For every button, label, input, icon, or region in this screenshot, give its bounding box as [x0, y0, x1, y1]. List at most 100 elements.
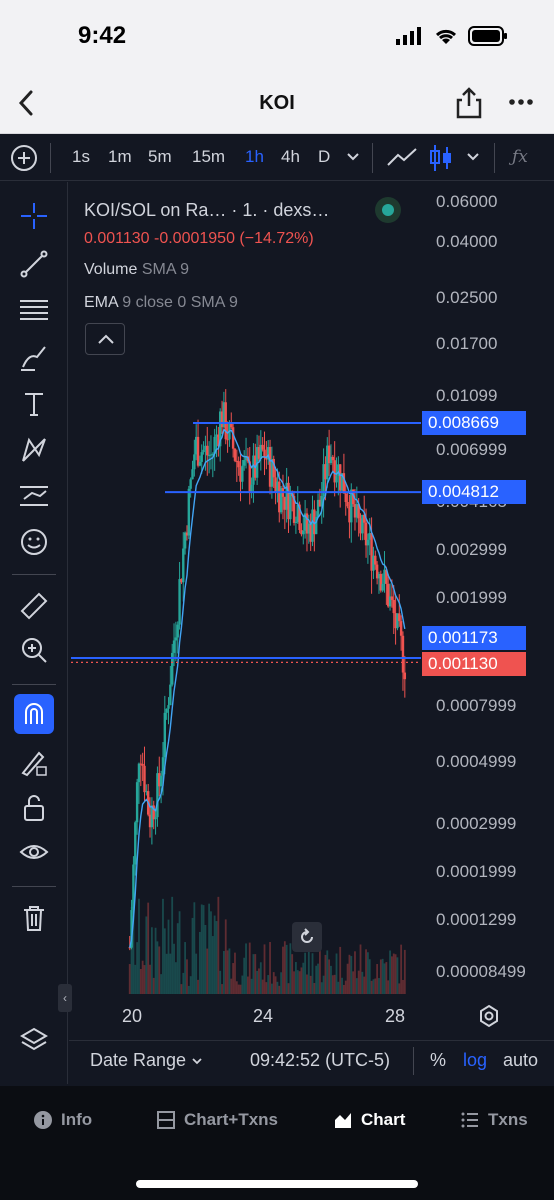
interval-1m[interactable]: 1m: [108, 147, 132, 166]
candle-body: [272, 458, 275, 478]
volume-bar: [320, 982, 323, 994]
candle-body: [180, 579, 183, 583]
zoom-in-icon[interactable]: [14, 630, 54, 670]
status-indicator: [375, 197, 401, 223]
volume-bar: [169, 953, 172, 994]
candle-body: [189, 479, 192, 489]
more-icon[interactable]: [508, 92, 534, 112]
add-indicator-icon[interactable]: [10, 144, 38, 172]
share-icon[interactable]: [454, 86, 484, 120]
volume-bar: [313, 982, 316, 994]
volume-bar: [400, 944, 403, 994]
candle-body: [137, 763, 141, 783]
candle-body: [226, 439, 229, 441]
volume-bar: [138, 898, 140, 994]
volume-bar: [130, 906, 133, 994]
volume-legend[interactable]: Volume SMA 9: [84, 261, 189, 279]
volume-bar: [221, 984, 223, 994]
candle-body: [176, 624, 179, 638]
auto-scale-toggle[interactable]: auto: [503, 1050, 539, 1070]
candle-body: [217, 434, 220, 447]
wifi-icon: [435, 29, 457, 44]
brush-icon[interactable]: [14, 338, 54, 378]
candle-body: [150, 805, 154, 828]
volume-bar: [350, 956, 353, 994]
interval-5m[interactable]: 5m: [148, 147, 172, 166]
pattern-icon[interactable]: [14, 430, 54, 470]
candle-body: [239, 467, 242, 482]
volume-bar: [230, 978, 233, 994]
interval-d[interactable]: D: [318, 147, 331, 166]
tab-chart-txns[interactable]: Chart+Txns: [156, 1110, 278, 1130]
split-view-icon: [157, 1111, 175, 1129]
settings-gear-icon[interactable]: [477, 1004, 501, 1028]
candle-body: [165, 708, 168, 713]
tab-info[interactable]: Info: [33, 1110, 92, 1130]
eye-icon[interactable]: [14, 832, 54, 872]
fib-lines-icon[interactable]: [14, 290, 54, 330]
chevron-down-icon[interactable]: [346, 152, 360, 162]
interval-1s[interactable]: 1s: [72, 147, 90, 166]
candle-body: [385, 569, 388, 584]
back-icon[interactable]: [12, 88, 42, 118]
volume-bar: [300, 967, 303, 994]
price-chart[interactable]: [69, 182, 554, 1084]
candle-body: [313, 509, 316, 535]
unlock-icon[interactable]: [14, 788, 54, 828]
volume-bar: [213, 915, 216, 994]
candle-body: [170, 652, 174, 685]
ema-label: EMA: [84, 294, 118, 311]
bottom-tab-bar: Info Chart+Txns Chart Txns: [0, 1086, 554, 1200]
crosshair-icon[interactable]: [14, 196, 54, 236]
ema-legend[interactable]: EMA 9 close 0 SMA 9: [84, 294, 238, 312]
ruler-icon[interactable]: [14, 586, 54, 626]
candles-icon[interactable]: [428, 143, 454, 173]
volume-bar: [265, 982, 268, 994]
volume-bar: [176, 923, 179, 994]
layers-icon[interactable]: [14, 1020, 54, 1060]
prediction-icon[interactable]: [14, 476, 54, 516]
x-tick-label: 28: [385, 1006, 406, 1026]
ema-params: 9 close 0 SMA 9: [122, 294, 238, 311]
text-tool-icon[interactable]: [14, 384, 54, 424]
volume-bar: [256, 970, 259, 994]
candle-body: [132, 864, 135, 911]
magnet-icon[interactable]: [14, 694, 54, 734]
candle-body: [307, 523, 311, 534]
trend-line-icon[interactable]: [14, 244, 54, 284]
trash-icon[interactable]: [14, 898, 54, 938]
volume-bar: [165, 953, 168, 994]
symbol-legend[interactable]: KOI/SOL on Ra… · 1. · dexs…: [84, 200, 330, 220]
volume-bar: [235, 981, 238, 994]
interval-1h[interactable]: 1h: [245, 147, 264, 166]
line-chart-icon[interactable]: [386, 145, 418, 171]
volume-bar: [237, 984, 240, 994]
date-range-select[interactable]: Date Range: [90, 1050, 203, 1071]
area-chart-icon: [335, 1113, 351, 1128]
volume-bar: [263, 944, 266, 994]
volume-bar: [378, 978, 380, 994]
log-scale-toggle[interactable]: log: [463, 1050, 488, 1070]
reset-chart-button[interactable]: [292, 922, 322, 952]
lock-drawing-icon[interactable]: [14, 742, 54, 782]
function-icon[interactable]: ƒx: [512, 147, 528, 167]
candle-body: [204, 445, 207, 450]
candle-body: [154, 817, 157, 820]
timezone-clock[interactable]: 09:42:52 (UTC-5): [250, 1050, 391, 1070]
candle-body: [361, 514, 364, 534]
volume-bar: [282, 946, 284, 994]
percent-scale-toggle[interactable]: %: [430, 1050, 447, 1070]
toggle-panel-handle[interactable]: ‹: [58, 984, 72, 1012]
tab-txns-label: Txns: [488, 1110, 528, 1129]
tab-chart[interactable]: Chart: [333, 1110, 405, 1130]
candle-body: [381, 583, 384, 591]
interval-15m[interactable]: 15m: [192, 147, 226, 166]
volume-bar: [294, 962, 297, 994]
candle-body: [289, 493, 292, 520]
chevron-down-icon[interactable]: [466, 152, 480, 162]
interval-4h[interactable]: 4h: [281, 147, 300, 166]
emoji-icon[interactable]: [14, 522, 54, 562]
collapse-legend-button[interactable]: [85, 323, 125, 355]
volume-bar: [226, 950, 229, 994]
tab-txns[interactable]: Txns: [460, 1110, 528, 1130]
